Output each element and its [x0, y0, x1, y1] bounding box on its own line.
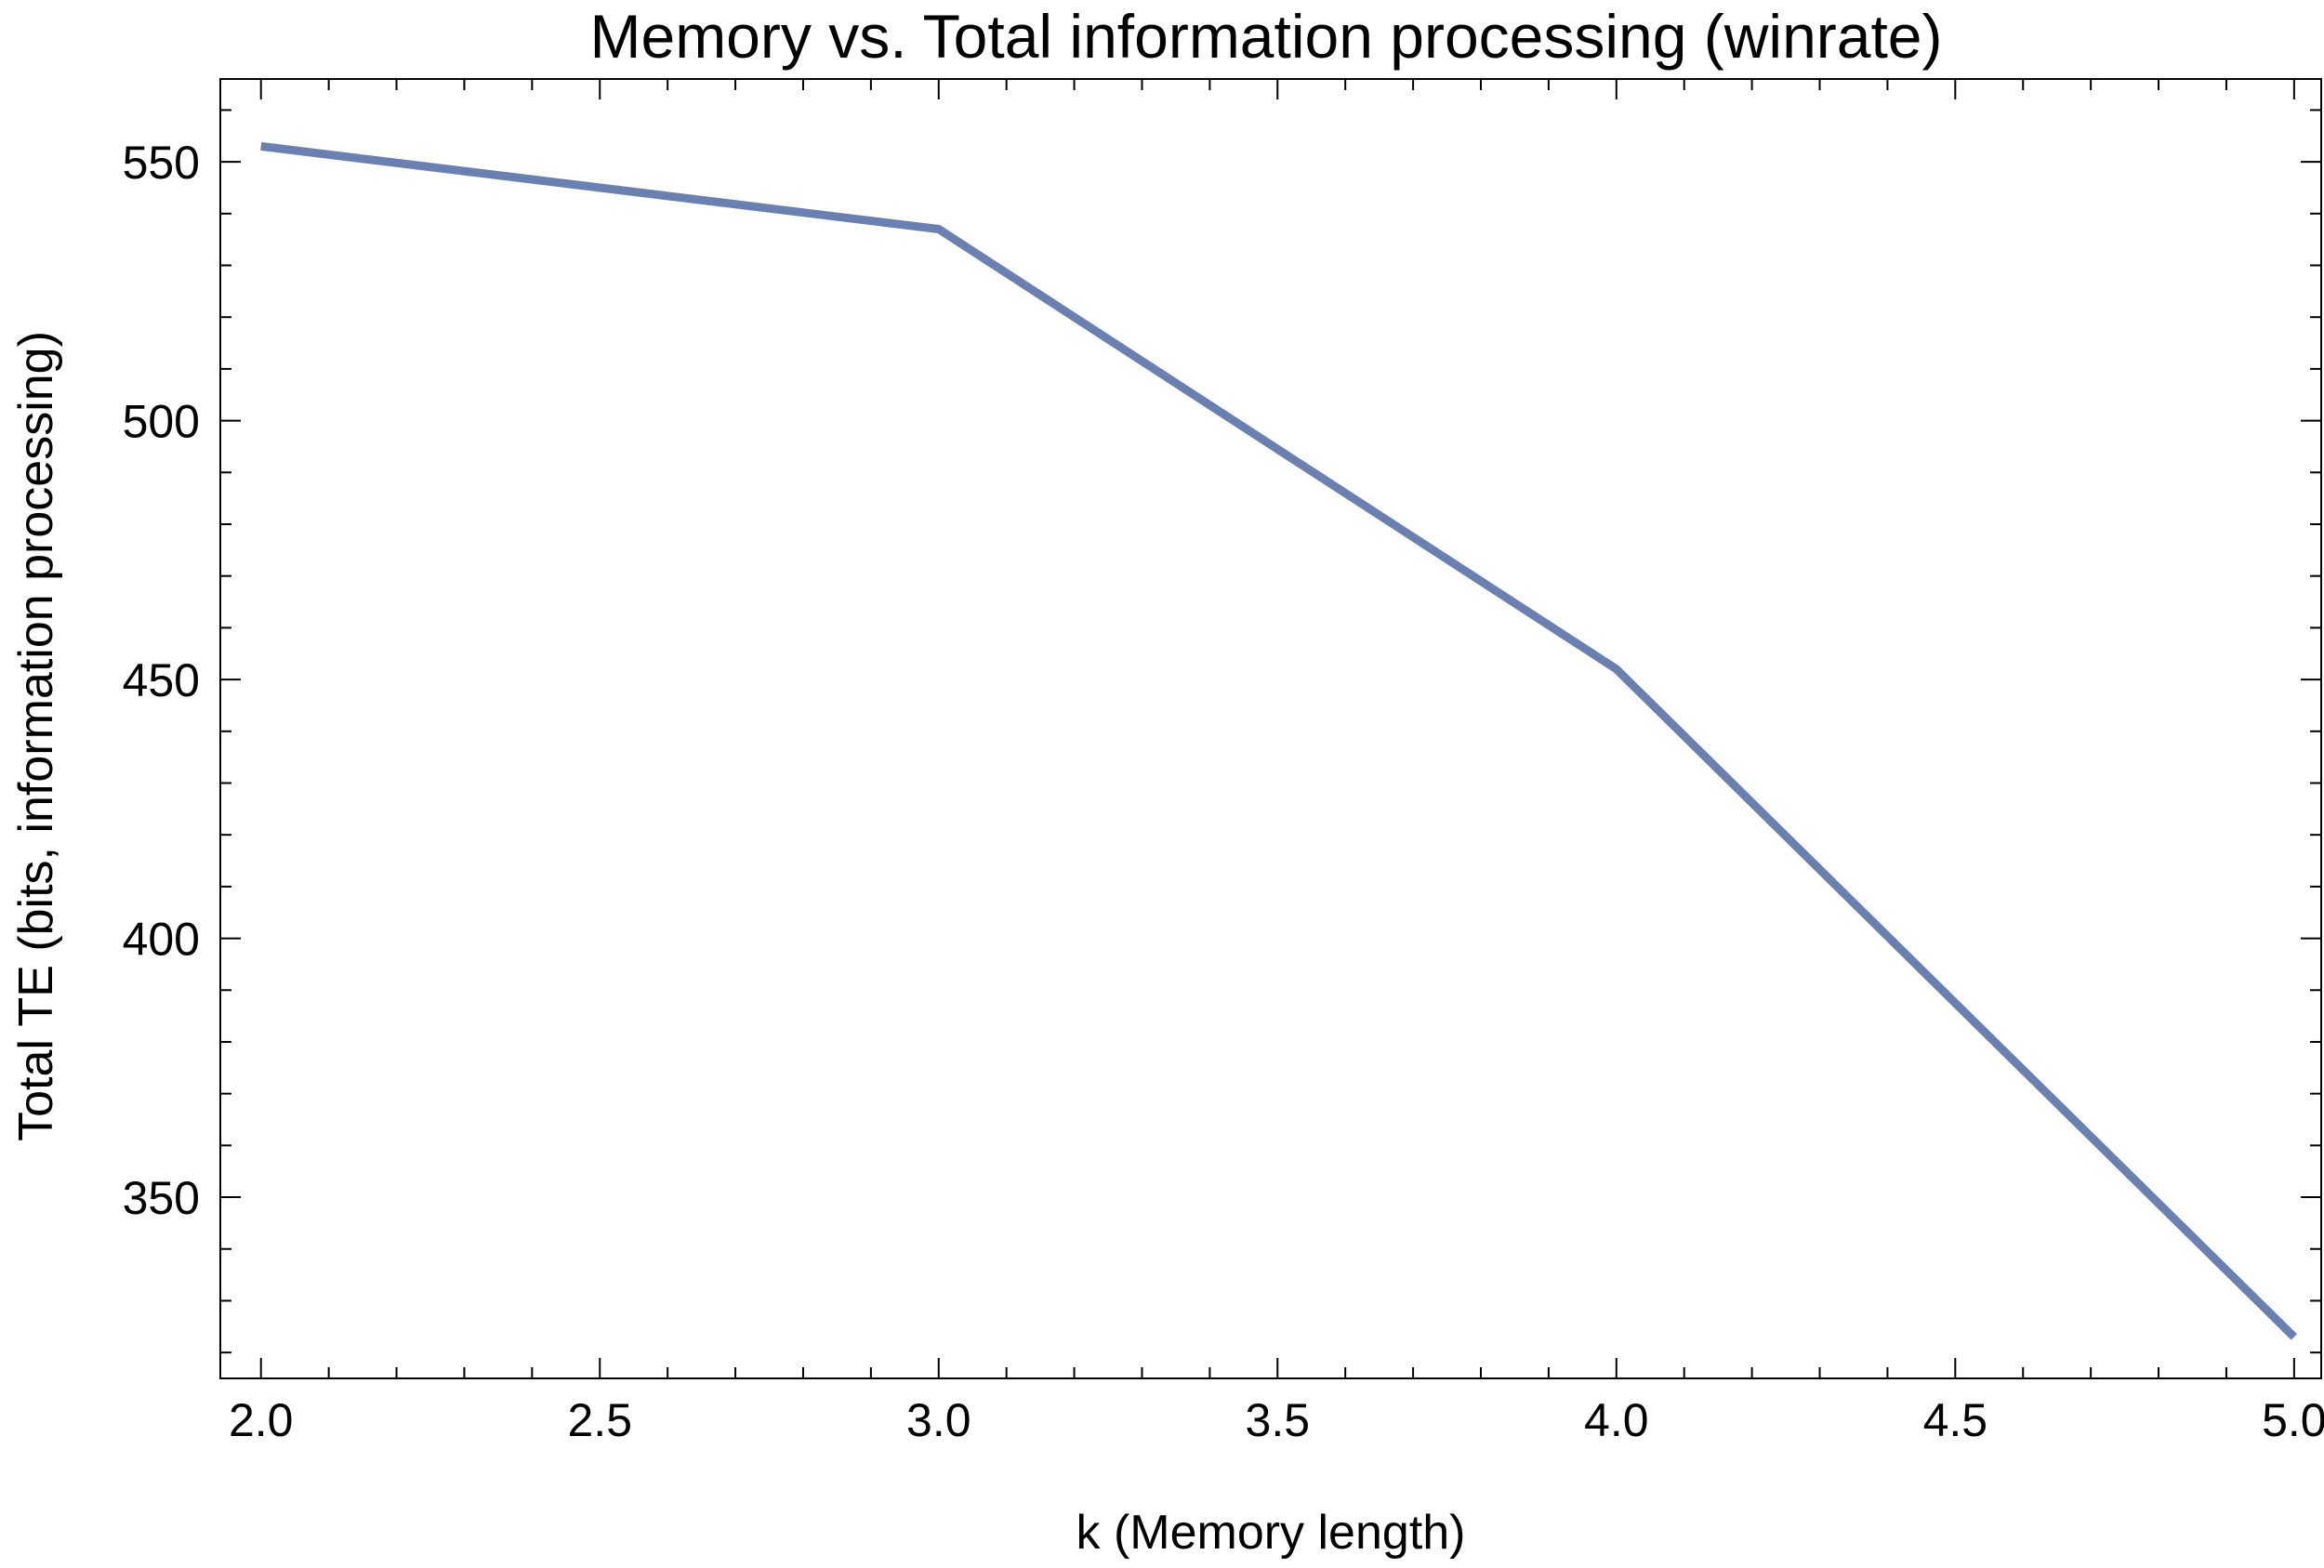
- data-series: [260, 141, 2297, 1340]
- x-tick-label: 4.5: [1923, 1394, 1988, 1446]
- x-tick-label: 2.0: [229, 1394, 294, 1446]
- x-tick-label: 3.5: [1246, 1394, 1311, 1446]
- y-tick-label: 550: [123, 137, 200, 189]
- x-axis-label: k (Memory length): [1076, 1506, 1466, 1560]
- x-tick-label: 4.0: [1584, 1394, 1649, 1446]
- y-tick-label: 500: [123, 396, 200, 448]
- y-tick-label: 400: [123, 914, 200, 966]
- series-line: [260, 141, 2297, 1340]
- chart-title: Memory vs. Total information processing …: [590, 2, 1943, 71]
- x-tick-label: 2.5: [568, 1394, 633, 1446]
- x-tick-label: 5.0: [2262, 1394, 2324, 1446]
- x-tick-label: 3.0: [906, 1394, 971, 1446]
- y-tick-label: 450: [123, 654, 200, 706]
- y-tick-label: 350: [123, 1172, 200, 1224]
- y-axis-label: Total TE (bits, information processing): [9, 331, 63, 1141]
- plot-frame: [219, 78, 2322, 1379]
- axis-tick-labels: 2.0 2.5 3.0 3.5 4.0 4.5 5.0 350 400 450 500 550: [123, 137, 2324, 1446]
- axis-ticks: [220, 79, 2321, 1378]
